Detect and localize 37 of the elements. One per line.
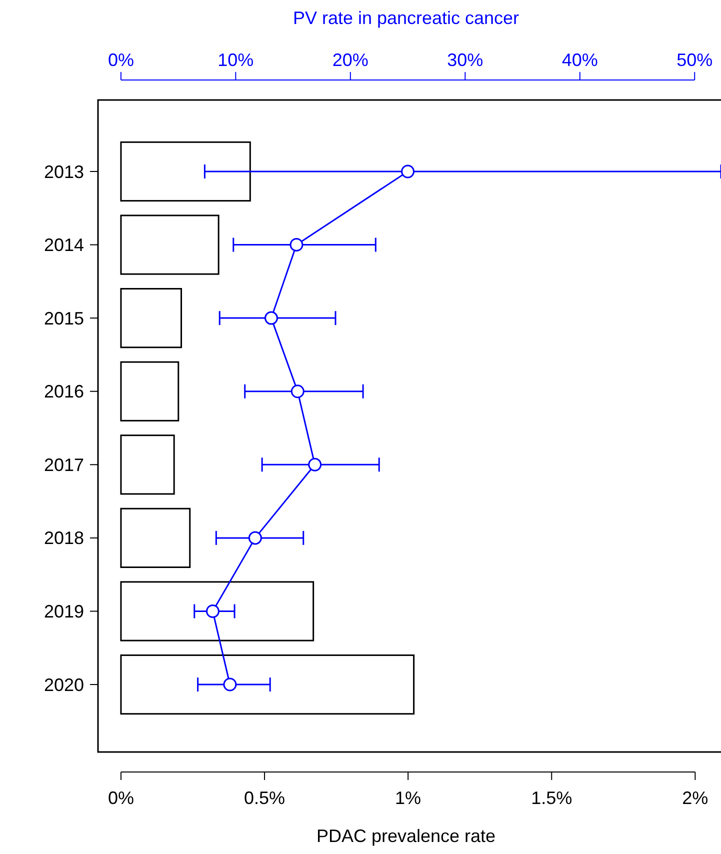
x2-tick-label: 0% [108,50,134,70]
y-tick-label: 2016 [44,382,84,402]
bar [120,361,180,422]
point [308,458,322,472]
point [290,238,304,252]
bar [120,141,251,202]
bar [120,214,220,275]
y-tick-label: 2017 [44,454,84,475]
x2-tick-label: 40% [562,50,598,70]
bar [120,288,182,348]
x2-axis-title: PV rate in pancreatic cancer [292,8,520,28]
y-tick-label: 2019 [44,602,84,622]
point [264,311,278,325]
point [401,164,415,178]
x-tick-label: 0.5% [244,788,286,808]
y-tick-label: 2020 [44,674,84,695]
bar [120,434,175,495]
x2-tick-label: 30% [447,50,484,70]
y-tick-label: 2015 [44,308,84,328]
point [223,678,237,692]
bar [120,581,314,642]
x-axis-title: PDAC prevalence rate [316,826,496,846]
y-tick-label: 2018 [44,528,84,548]
point [248,531,262,545]
bar [120,508,191,568]
point [206,604,220,618]
x-tick-label: 1.5% [531,788,572,808]
x-tick-label: 0% [108,788,134,808]
x-tick-label: 1% [395,788,422,808]
x-tick-label: 2% [682,788,708,808]
y-tick-label: 2014 [44,235,84,256]
bar [120,654,415,715]
x2-tick-label: 50% [676,50,713,70]
point [290,384,304,398]
y-tick-label: 2013 [44,162,84,182]
x2-tick-label: 10% [218,50,254,70]
x2-tick-label: 20% [332,50,368,70]
